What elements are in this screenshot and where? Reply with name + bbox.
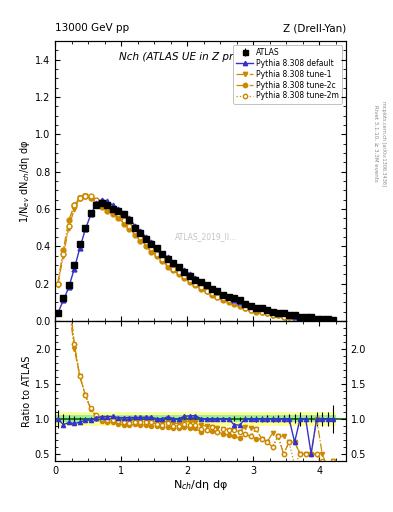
Y-axis label: 1/N$_{ev}$ dN$_{ch}$/dη dφ: 1/N$_{ev}$ dN$_{ch}$/dη dφ [18, 139, 32, 223]
Y-axis label: Ratio to ATLAS: Ratio to ATLAS [22, 355, 32, 426]
Pythia 8.308 tune-1 [121, 214, 126, 220]
Pythia 8.308 default [325, 316, 330, 322]
Pythia 8.308 tune-2c [83, 193, 88, 199]
Pythia 8.308 default [259, 305, 264, 311]
Pythia 8.308 tune-2c [55, 281, 60, 287]
Text: ATLAS_2019_II...: ATLAS_2019_II... [175, 232, 237, 241]
Line: Pythia 8.308 tune-1: Pythia 8.308 tune-1 [55, 194, 336, 323]
Pythia 8.308 tune-2m [243, 305, 248, 311]
Line: Pythia 8.308 default: Pythia 8.308 default [55, 197, 336, 323]
Pythia 8.308 tune-2m [121, 217, 126, 223]
Pythia 8.308 tune-2m [259, 308, 264, 314]
Pythia 8.308 tune-1 [83, 193, 88, 199]
Pythia 8.308 tune-1 [331, 317, 336, 324]
Pythia 8.308 default [121, 209, 126, 216]
Line: Pythia 8.308 tune-2m: Pythia 8.308 tune-2m [55, 194, 336, 323]
Text: mcplots.cern.ch [arXiv:1306.3436]: mcplots.cern.ch [arXiv:1306.3436] [381, 101, 386, 186]
Pythia 8.308 tune-2m [83, 193, 88, 199]
Pythia 8.308 tune-2c [121, 221, 126, 227]
Pythia 8.308 tune-1 [55, 282, 60, 288]
Pythia 8.308 tune-2c [331, 317, 336, 324]
X-axis label: N$_{ch}$/dη dφ: N$_{ch}$/dη dφ [173, 478, 228, 493]
Pythia 8.308 tune-2c [243, 305, 248, 311]
Pythia 8.308 tune-2m [325, 317, 330, 324]
Pythia 8.308 default [55, 310, 60, 316]
Text: Z (Drell-Yan): Z (Drell-Yan) [283, 23, 346, 33]
Pythia 8.308 tune-1 [259, 308, 264, 314]
Pythia 8.308 default [99, 197, 104, 203]
Pythia 8.308 tune-1 [243, 303, 248, 309]
Pythia 8.308 tune-2m [149, 245, 154, 251]
Text: 13000 GeV pp: 13000 GeV pp [55, 23, 129, 33]
Line: Pythia 8.308 tune-2c: Pythia 8.308 tune-2c [55, 194, 336, 323]
Pythia 8.308 tune-2m [55, 281, 60, 287]
Pythia 8.308 default [243, 301, 248, 307]
Pythia 8.308 tune-2c [149, 249, 154, 255]
Text: Nch (ATLAS UE in Z production): Nch (ATLAS UE in Z production) [119, 52, 282, 62]
Pythia 8.308 default [143, 234, 148, 240]
Pythia 8.308 tune-2c [259, 308, 264, 314]
Pythia 8.308 default [149, 240, 154, 246]
Pythia 8.308 tune-2c [143, 243, 148, 249]
Pythia 8.308 tune-2m [331, 317, 336, 324]
Pythia 8.308 default [331, 317, 336, 323]
Text: Rivet 3.1.10, ≥ 3.3M events: Rivet 3.1.10, ≥ 3.3M events [373, 105, 378, 182]
Pythia 8.308 tune-1 [325, 317, 330, 324]
Pythia 8.308 tune-2c [325, 317, 330, 324]
Pythia 8.308 tune-2m [143, 240, 148, 246]
Legend: ATLAS, Pythia 8.308 default, Pythia 8.308 tune-1, Pythia 8.308 tune-2c, Pythia 8: ATLAS, Pythia 8.308 default, Pythia 8.30… [233, 45, 342, 103]
Pythia 8.308 tune-1 [143, 238, 148, 244]
Pythia 8.308 tune-1 [149, 243, 154, 249]
